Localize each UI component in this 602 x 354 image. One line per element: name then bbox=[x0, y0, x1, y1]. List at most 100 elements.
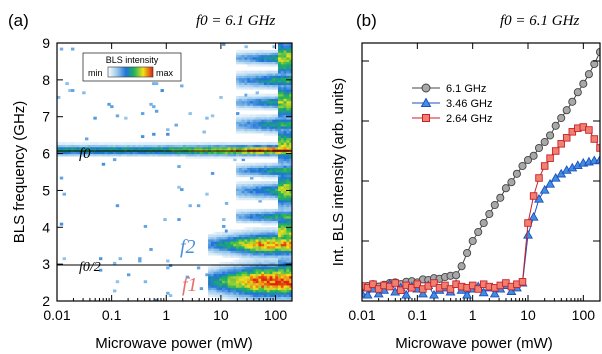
data-point-6p1 bbox=[507, 178, 516, 187]
heatmap-cell bbox=[154, 142, 159, 145]
heatmap-cell bbox=[247, 289, 251, 293]
heatmap-cell bbox=[283, 241, 288, 245]
heatmap-cell bbox=[264, 296, 268, 300]
heatmap-cell bbox=[222, 254, 226, 258]
heatmap-cell bbox=[278, 181, 282, 185]
heatmap-cell bbox=[252, 142, 257, 145]
heatmap-cell bbox=[250, 142, 254, 145]
heatmap-cell bbox=[289, 227, 292, 231]
heatmap-cell bbox=[252, 130, 257, 134]
heatmap-cell bbox=[199, 148, 204, 152]
heatmap-cell bbox=[227, 268, 232, 272]
heatmap-cell bbox=[264, 215, 268, 219]
heatmap-cell bbox=[171, 153, 176, 157]
heatmap-cell bbox=[269, 75, 274, 79]
heatmap-cell bbox=[272, 243, 276, 247]
heatmap-cell bbox=[202, 144, 206, 148]
heatmap-cell bbox=[252, 257, 257, 261]
heatmap-cell bbox=[236, 213, 240, 217]
heatmap-cell bbox=[275, 282, 279, 286]
heatmap-cell bbox=[275, 132, 279, 136]
heatmap-cell bbox=[180, 142, 184, 145]
heatmap-cell bbox=[250, 275, 254, 279]
heatmap-cell bbox=[222, 155, 226, 159]
heatmap-cell bbox=[252, 153, 257, 157]
heatmap-cell bbox=[289, 158, 292, 162]
heatmap-cell bbox=[264, 130, 268, 134]
heatmap-cell bbox=[272, 195, 276, 198]
heatmap-cell bbox=[236, 155, 240, 159]
heatmap-cell bbox=[269, 61, 274, 65]
heatmap-cell bbox=[247, 234, 251, 238]
heatmap-cell bbox=[255, 220, 260, 224]
heatmap-cell bbox=[283, 271, 288, 274]
heatmap-cell bbox=[266, 266, 271, 270]
heatmap-cell bbox=[149, 148, 153, 152]
heatmap-cell bbox=[224, 277, 229, 281]
heatmap-cell bbox=[213, 271, 218, 274]
heatmap-cell bbox=[213, 282, 218, 286]
heatmap-cell bbox=[278, 77, 282, 81]
heatmap-cell bbox=[241, 215, 246, 219]
heatmap-cell bbox=[244, 102, 248, 106]
heatmap-cell bbox=[247, 169, 251, 173]
heatmap-cell bbox=[252, 146, 257, 150]
heatmap-cell bbox=[222, 148, 226, 152]
heatmap-cell bbox=[244, 77, 248, 81]
heatmap-cell bbox=[247, 218, 251, 221]
heatmap-cell bbox=[264, 148, 268, 152]
heatmap-cell bbox=[118, 153, 122, 157]
heatmap-cell bbox=[283, 211, 288, 215]
heatmap-cell bbox=[289, 130, 292, 134]
heatmap-cell bbox=[252, 165, 257, 168]
x-tick-label-b: 10 bbox=[520, 307, 536, 323]
heatmap-cell bbox=[208, 284, 212, 288]
heatmap-cell bbox=[216, 294, 220, 297]
heatmap-cell bbox=[272, 197, 276, 201]
heatmap-cell bbox=[266, 185, 271, 189]
heatmap-cell bbox=[264, 195, 268, 198]
series-layer bbox=[362, 47, 600, 299]
heatmap-cell bbox=[255, 114, 260, 118]
heatmap-cell bbox=[272, 86, 276, 90]
heatmap-cell bbox=[283, 91, 288, 95]
heatmap-cell bbox=[224, 142, 229, 145]
heatmap-cell bbox=[227, 153, 232, 157]
heatmap-cell bbox=[236, 100, 240, 104]
heatmap-cell bbox=[252, 105, 257, 109]
heatmap-cell bbox=[250, 119, 254, 122]
heatmap-cell bbox=[238, 121, 243, 125]
heatmap-cell bbox=[224, 229, 229, 233]
heatmap-cell bbox=[230, 148, 234, 152]
heatmap-cell bbox=[244, 254, 248, 258]
data-point-6p1 bbox=[557, 113, 566, 123]
data-point-3p46 bbox=[539, 184, 550, 194]
heatmap-cell bbox=[79, 144, 83, 148]
heatmap-cell bbox=[269, 56, 274, 60]
heatmap-cell bbox=[278, 277, 282, 281]
heatmap-cell bbox=[255, 63, 260, 67]
heatmap-cell bbox=[222, 218, 226, 221]
heatmap-cell bbox=[194, 151, 198, 155]
heatmap-cell bbox=[280, 291, 285, 295]
heatmap-cell bbox=[278, 236, 282, 240]
heatmap-cell bbox=[82, 151, 86, 155]
heatmap-cell bbox=[236, 275, 240, 279]
heatmap-cell bbox=[261, 213, 265, 217]
heatmap-cell bbox=[264, 146, 268, 150]
heatmap-cell bbox=[258, 287, 262, 291]
heatmap-cell bbox=[280, 215, 285, 219]
heatmap-cell bbox=[289, 128, 292, 132]
heatmap-cell bbox=[289, 162, 292, 166]
heatmap-cell bbox=[275, 105, 279, 109]
heatmap-cell bbox=[275, 211, 279, 215]
heatmap-cell bbox=[286, 79, 290, 83]
heatmap-cell bbox=[174, 144, 178, 148]
heatmap-cell bbox=[143, 144, 148, 148]
heatmap-cell bbox=[280, 86, 285, 90]
heatmap-cell bbox=[236, 229, 240, 233]
heatmap-cell bbox=[238, 146, 243, 150]
heatmap-cell bbox=[286, 130, 290, 134]
heatmap-cell bbox=[213, 238, 218, 242]
heatmap-cell bbox=[266, 130, 271, 134]
